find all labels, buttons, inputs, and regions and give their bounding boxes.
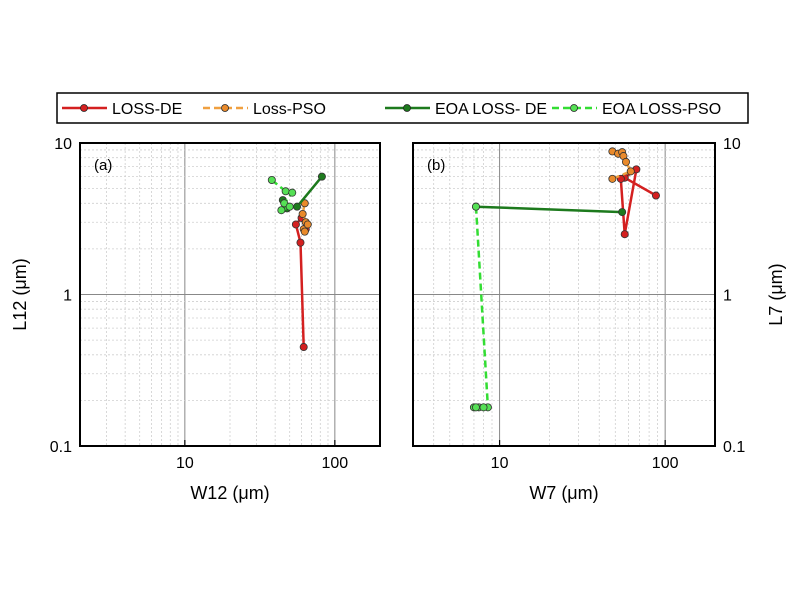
legend-marker (221, 104, 229, 112)
data-point (267, 175, 276, 184)
series-loss-pso (298, 199, 312, 236)
x-axis-label: W7 (μm) (529, 483, 598, 503)
legend-marker (80, 104, 88, 112)
y-tick-label: 1 (63, 288, 72, 305)
legend-entry-eoa-loss-pso: EOA LOSS-PSO (552, 101, 721, 118)
x-axis-label: W12 (μm) (190, 483, 269, 503)
series-eoa-loss-pso (469, 202, 492, 412)
data-point (620, 230, 629, 239)
panel-label: (b) (427, 157, 445, 174)
data-point (608, 174, 617, 183)
x-tick-label: 100 (321, 455, 348, 472)
data-point (303, 220, 312, 229)
x-tick-label: 10 (176, 455, 194, 472)
legend-label: EOA LOSS-PSO (602, 101, 721, 118)
y-tick-label: 10 (54, 136, 72, 153)
data-point (618, 208, 627, 217)
y-tick-label: 1 (723, 288, 732, 305)
data-point (296, 238, 305, 247)
panel-label: (a) (94, 157, 112, 174)
data-point (317, 172, 326, 181)
grid (80, 143, 380, 446)
chart-panel-a: 10 100 0.1 1 10 W12 (μm) L12 (μm) (a) (10, 136, 381, 503)
series-line-eoa-loss-de (475, 205, 623, 214)
y-axis-label: L7 (μm) (766, 263, 786, 325)
tick-marks (184, 440, 336, 446)
series-eoa-loss-pso (267, 175, 297, 215)
data-point (277, 206, 286, 215)
legend-marker (570, 104, 578, 112)
data-point (281, 187, 290, 196)
plot-area (469, 147, 660, 412)
legend: LOSS-DE Loss-PSO EOA LOSS- DE EOA LOSS-PSO (56, 92, 749, 124)
data-point (285, 202, 294, 211)
y-tick-label: 10 (723, 136, 741, 153)
data-point (651, 191, 660, 200)
legend-label: Loss-PSO (253, 101, 326, 118)
data-point (471, 202, 480, 211)
series-line-loss-de (294, 216, 307, 348)
series-loss-pso (608, 147, 635, 183)
tick-marks (498, 440, 666, 446)
data-point (479, 403, 488, 412)
data-point (300, 227, 309, 236)
x-tick-label: 10 (491, 455, 509, 472)
data-point (626, 167, 635, 176)
series-line-eoa-loss-pso (472, 206, 490, 409)
legend-entry-loss-pso: Loss-PSO (203, 101, 326, 118)
grid (413, 143, 715, 446)
y-axis-label: L12 (μm) (10, 258, 30, 330)
legend-entry-eoa-loss-de: EOA LOSS- DE (385, 101, 547, 118)
legend-label: EOA LOSS- DE (435, 101, 547, 118)
plot-frame (79, 142, 381, 447)
data-point (293, 202, 302, 211)
legend-label: LOSS-DE (112, 101, 182, 118)
x-tick-label: 100 (652, 455, 679, 472)
legend-marker (403, 104, 411, 112)
legend-entry-loss-de: LOSS-DE (62, 101, 182, 118)
data-point (291, 220, 300, 229)
y-tick-label: 0.1 (50, 439, 72, 456)
plot-area (267, 172, 326, 352)
plot-frame (412, 142, 716, 447)
data-point (299, 343, 308, 352)
data-point (621, 157, 630, 166)
data-point (471, 403, 480, 412)
chart-panel-b: 10 100 0.1 1 10 W7 (μm) L7 (μm) (b) (412, 136, 786, 503)
data-point (288, 188, 297, 197)
y-tick-label: 0.1 (723, 439, 745, 456)
data-point (298, 209, 307, 218)
